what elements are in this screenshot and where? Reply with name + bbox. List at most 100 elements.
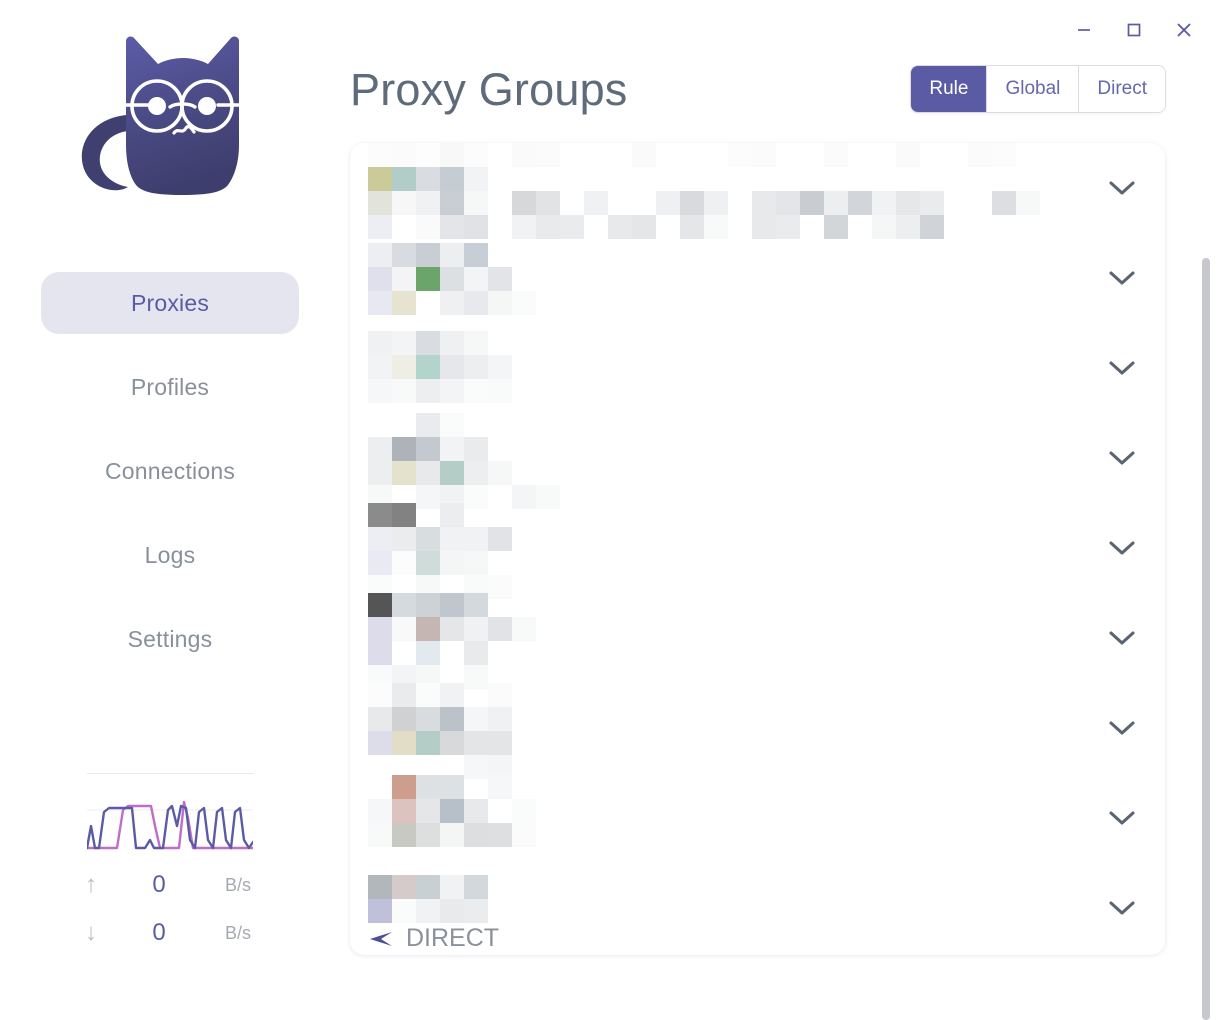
proxy-group-name-redacted bbox=[368, 233, 1079, 323]
mosaic-block bbox=[464, 243, 488, 267]
mosaic-block bbox=[800, 191, 824, 215]
mosaic-block bbox=[416, 379, 440, 403]
mosaic-block bbox=[368, 167, 392, 191]
mosaic-block bbox=[464, 899, 488, 923]
sidebar: Proxies Profiles Connections Logs Settin… bbox=[0, 0, 340, 956]
mosaic-block bbox=[488, 707, 512, 731]
chevron-down-icon[interactable] bbox=[1079, 269, 1165, 287]
proxy-group-name-redacted bbox=[368, 503, 1079, 599]
mosaic-block bbox=[416, 167, 440, 191]
mosaic-block bbox=[440, 707, 464, 731]
mosaic-block bbox=[368, 899, 392, 923]
mosaic-block bbox=[464, 167, 488, 191]
mosaic-block bbox=[392, 291, 416, 315]
chevron-down-icon[interactable] bbox=[1079, 359, 1165, 377]
chevron-down-icon[interactable] bbox=[1079, 629, 1165, 647]
mosaic-block bbox=[464, 551, 488, 575]
mosaic-block bbox=[440, 593, 464, 617]
mosaic-block bbox=[464, 875, 488, 899]
mosaic-block bbox=[392, 875, 416, 899]
mosaic-block bbox=[392, 775, 416, 799]
minimize-button[interactable] bbox=[1062, 12, 1106, 48]
proxy-group-row[interactable] bbox=[350, 323, 1165, 413]
mosaic-block bbox=[512, 823, 536, 847]
mosaic-block bbox=[464, 731, 488, 755]
chevron-down-icon[interactable] bbox=[1079, 179, 1165, 197]
mosaic-block bbox=[416, 191, 440, 215]
sparkline-download-series bbox=[87, 800, 253, 850]
window-controls bbox=[1062, 12, 1206, 48]
mosaic-block bbox=[368, 267, 392, 291]
sidebar-item-label: Profiles bbox=[130, 373, 210, 400]
cat-logo-icon bbox=[81, 36, 241, 195]
mode-button-label: Rule bbox=[929, 78, 969, 99]
mosaic-block bbox=[368, 143, 392, 167]
proxy-group-row[interactable] bbox=[350, 863, 1165, 953]
sidebar-item-profiles[interactable]: Profiles bbox=[41, 356, 299, 418]
mosaic-block bbox=[464, 291, 488, 315]
mosaic-block bbox=[824, 143, 848, 167]
download-speed-value: 0 bbox=[152, 919, 166, 946]
direct-proxy-entry[interactable]: DIRECT bbox=[368, 924, 499, 953]
proxy-group-row[interactable] bbox=[350, 503, 1165, 599]
mosaic-block bbox=[992, 143, 1016, 167]
mosaic-block bbox=[392, 707, 416, 731]
mode-button-rule[interactable]: Rule bbox=[911, 66, 988, 112]
mosaic-block bbox=[416, 775, 440, 799]
mosaic-block bbox=[488, 617, 512, 641]
sidebar-item-label: Settings bbox=[127, 625, 213, 652]
proxy-group-name-redacted bbox=[368, 143, 1079, 239]
download-speed-unit: B/s bbox=[224, 922, 251, 943]
sidebar-nav: Proxies Profiles Connections Logs Settin… bbox=[41, 272, 299, 670]
proxy-group-row[interactable] bbox=[350, 413, 1165, 509]
mosaic-block bbox=[584, 191, 608, 215]
mosaic-block bbox=[440, 551, 464, 575]
chevron-down-icon[interactable] bbox=[1079, 809, 1165, 827]
mosaic-block bbox=[416, 355, 440, 379]
chevron-down-icon[interactable] bbox=[1079, 719, 1165, 737]
mosaic-block bbox=[368, 641, 392, 665]
mosaic-block bbox=[608, 215, 632, 239]
scrollbar-track[interactable] bbox=[1202, 128, 1216, 1020]
maximize-button[interactable] bbox=[1112, 12, 1156, 48]
upload-speed-value: 0 bbox=[152, 871, 166, 898]
mosaic-block bbox=[440, 215, 464, 239]
mosaic-block bbox=[896, 215, 920, 239]
mosaic-block bbox=[1016, 191, 1040, 215]
sidebar-item-proxies[interactable]: Proxies bbox=[41, 272, 299, 334]
proxy-group-row[interactable] bbox=[350, 593, 1165, 689]
sidebar-item-logs[interactable]: Logs bbox=[41, 524, 299, 586]
mosaic-block bbox=[512, 485, 536, 509]
mosaic-block bbox=[440, 379, 464, 403]
mosaic-block bbox=[392, 823, 416, 847]
mosaic-block bbox=[488, 575, 512, 599]
mosaic-block bbox=[464, 355, 488, 379]
mosaic-block bbox=[488, 461, 512, 485]
proxy-group-row[interactable] bbox=[350, 683, 1165, 779]
app-logo bbox=[55, 18, 285, 230]
mosaic-block bbox=[416, 593, 440, 617]
proxy-mode-toggle: Rule Global Direct bbox=[910, 65, 1166, 113]
minimize-icon bbox=[1078, 29, 1090, 31]
mosaic-block bbox=[368, 707, 392, 731]
proxy-group-row[interactable] bbox=[350, 143, 1165, 239]
mosaic-block bbox=[440, 291, 464, 315]
mosaic-block bbox=[464, 379, 488, 403]
proxy-group-row[interactable] bbox=[350, 773, 1165, 863]
close-button[interactable] bbox=[1162, 12, 1206, 48]
scrollbar-thumb[interactable] bbox=[1202, 258, 1210, 1020]
mosaic-block bbox=[368, 875, 392, 899]
proxy-group-row[interactable] bbox=[350, 233, 1165, 323]
mode-button-direct[interactable]: Direct bbox=[1079, 66, 1165, 112]
mosaic-block bbox=[368, 191, 392, 215]
chevron-down-icon[interactable] bbox=[1079, 899, 1165, 917]
chevron-down-icon[interactable] bbox=[1079, 539, 1165, 557]
mosaic-block bbox=[680, 215, 704, 239]
chevron-down-icon[interactable] bbox=[1079, 449, 1165, 467]
mosaic-block bbox=[464, 707, 488, 731]
sidebar-item-connections[interactable]: Connections bbox=[41, 440, 299, 502]
mosaic-block bbox=[440, 617, 464, 641]
mode-button-global[interactable]: Global bbox=[987, 66, 1080, 112]
sidebar-item-settings[interactable]: Settings bbox=[41, 608, 299, 670]
mosaic-block bbox=[440, 899, 464, 923]
